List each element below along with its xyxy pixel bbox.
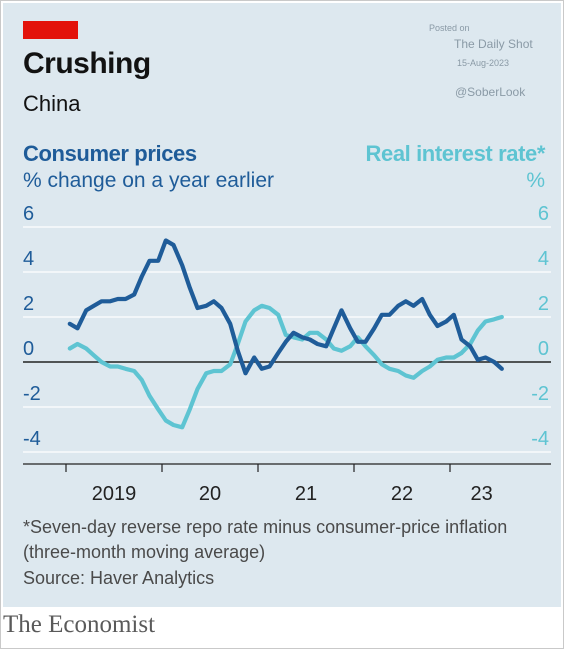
left-tick-label: -4 (23, 428, 41, 450)
consumer-prices-line (67, 238, 504, 376)
left-tick-label: 4 (23, 248, 34, 270)
watermark-date: 15-Aug-2023 (457, 58, 510, 68)
watermark-posted: Posted on (429, 23, 470, 33)
left-tick-label: 0 (23, 338, 34, 360)
x-tick-label: 21 (295, 483, 317, 505)
right-tick-label: 6 (538, 203, 549, 225)
right-tick-label: 0 (538, 338, 549, 360)
chart-panel: Crushing China Posted on The Daily Shot … (3, 3, 561, 607)
economist-logo: The Economist (3, 611, 156, 638)
footnote: *Seven-day reverse repo rate minus consu… (23, 517, 508, 562)
left-tick-label: 6 (23, 203, 34, 225)
right-tick-label: 2 (538, 293, 549, 315)
x-tick-label: 2019 (92, 483, 137, 505)
x-tick-label: 22 (391, 483, 413, 505)
right-tick-label: -2 (531, 383, 549, 405)
left-tick-label: -2 (23, 383, 41, 405)
watermark-site: The Daily Shot (454, 37, 533, 51)
left-axis-unit: % change on a year earlier (23, 169, 274, 192)
watermark-handle: @SoberLook (455, 85, 526, 99)
left-axis-title: Consumer prices (23, 141, 197, 166)
chart-title: Crushing (23, 47, 151, 80)
brand-red-tag (23, 21, 78, 39)
right-tick-label: -4 (531, 428, 549, 450)
right-tick-label: 4 (538, 248, 549, 270)
x-tick-label: 23 (471, 483, 493, 505)
source-note: Source: Haver Analytics (23, 568, 215, 588)
left-tick-label: 2 (23, 293, 34, 315)
real-interest-rate-line (67, 303, 504, 430)
right-axis-title: Real interest rate* (365, 141, 546, 166)
right-axis-unit: % (526, 169, 545, 192)
x-tick-label: 20 (199, 483, 221, 505)
chart-subtitle: China (23, 91, 81, 116)
